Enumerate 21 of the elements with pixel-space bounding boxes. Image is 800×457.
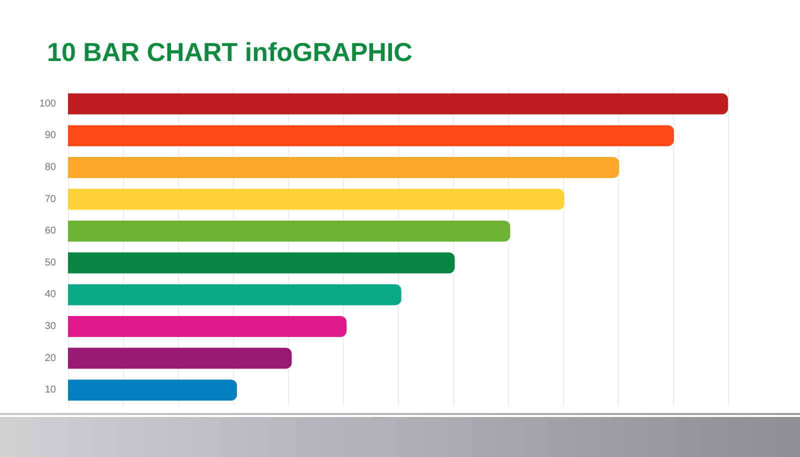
bar — [68, 252, 455, 274]
chart-title: 10 BAR CHART infoGRAPHIC — [47, 37, 413, 67]
bar — [68, 93, 728, 114]
y-tick-label: 80 — [44, 162, 56, 173]
y-tick-label: 40 — [44, 289, 56, 300]
y-tick-label: 50 — [44, 257, 56, 268]
y-tick-label: 10 — [44, 384, 56, 396]
bar — [68, 284, 402, 306]
bar — [68, 188, 564, 210]
y-tick-label: 90 — [44, 130, 56, 142]
bar — [68, 348, 292, 369]
y-tick-label: 70 — [44, 194, 56, 205]
bar — [68, 316, 347, 337]
y-tick-label: 100 — [39, 98, 56, 110]
y-tick-label: 30 — [44, 321, 56, 332]
y-tick-label: 20 — [44, 352, 56, 364]
bar — [68, 380, 237, 401]
y-tick-label: 60 — [44, 226, 56, 237]
bar — [68, 125, 674, 146]
bar — [68, 220, 510, 242]
bar — [68, 157, 620, 178]
